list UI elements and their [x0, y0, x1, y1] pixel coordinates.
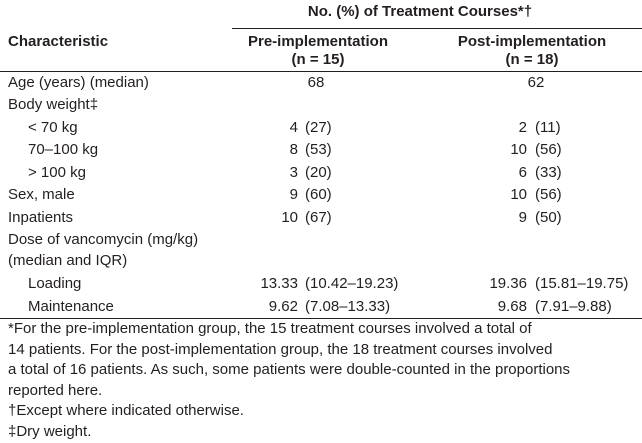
row-label: Sex, male — [8, 186, 75, 203]
rule — [232, 28, 642, 29]
row-label: 70–100 kg — [28, 141, 99, 158]
cell-value: 3 — [289, 164, 298, 181]
cell-value: 9.62 — [268, 298, 298, 315]
cell-value: 8 — [289, 141, 298, 158]
cell-value: 9 — [289, 186, 298, 203]
row-label: Age (years) (median) — [8, 74, 149, 91]
row-label: > 100 kg — [28, 164, 86, 181]
column-n: (n = 15) — [291, 51, 345, 68]
row-label: Body weight‡ — [8, 96, 99, 113]
cell-percent: (7.08–13.33) — [305, 298, 391, 315]
cell-value: 6 — [518, 164, 527, 181]
cell-value: 10 — [510, 186, 527, 203]
rule — [0, 318, 642, 319]
row-label: Inpatients — [8, 209, 74, 226]
cell-percent: (15.81–19.75) — [535, 275, 629, 292]
cell-percent: (60) — [305, 186, 332, 203]
row-label: Dose of vancomycin (mg/kg) — [8, 231, 199, 248]
cell-percent: (33) — [535, 164, 562, 181]
row-label: Loading — [28, 275, 82, 292]
cell-value: 9 — [518, 209, 527, 226]
row-label: Maintenance — [28, 298, 114, 315]
footnote: *For the pre-implementation group, the 1… — [8, 320, 532, 337]
footnote: a total of 16 patients. As such, some pa… — [8, 361, 571, 378]
cell-percent: (7.91–9.88) — [535, 298, 612, 315]
cell-value: 13.33 — [260, 275, 298, 292]
column-header: Characteristic — [8, 33, 109, 50]
cell-percent: (53) — [305, 141, 332, 158]
footnote: 14 patients. For the post-implementation… — [8, 340, 553, 358]
cell-percent: (20) — [305, 164, 332, 181]
cell-percent: (56) — [535, 141, 562, 158]
cell-value: 2 — [518, 119, 527, 136]
footnote: †Except where indicated otherwise. — [8, 402, 244, 419]
footnote: reported here. — [8, 381, 103, 399]
cell-percent: (11) — [535, 119, 561, 136]
cell-value: 10 — [281, 209, 298, 226]
cell-value: 19.36 — [489, 275, 527, 292]
group-title: No. (%) of Treatment Courses*† — [307, 3, 533, 20]
row-label: (median and IQR) — [8, 252, 128, 269]
column-header: Pre-implementation — [247, 33, 389, 50]
row-label: < 70 kg — [28, 119, 78, 136]
column-header: Post-implementation — [457, 33, 607, 50]
cell-value: 10 — [510, 141, 527, 158]
cell-value: 62 — [527, 74, 545, 91]
column-n: (n = 18) — [505, 51, 559, 68]
cell-value: 4 — [289, 119, 298, 136]
cell-percent: (56) — [535, 186, 562, 203]
cell-value: 68 — [307, 74, 325, 91]
footnote: ‡Dry weight. — [8, 422, 92, 440]
cell-percent: (50) — [535, 209, 562, 226]
cell-percent: (27) — [305, 119, 332, 136]
rule — [0, 71, 642, 72]
cell-percent: (67) — [305, 209, 332, 226]
cell-value: 9.68 — [497, 298, 527, 315]
cell-percent: (10.42–19.23) — [305, 275, 399, 292]
